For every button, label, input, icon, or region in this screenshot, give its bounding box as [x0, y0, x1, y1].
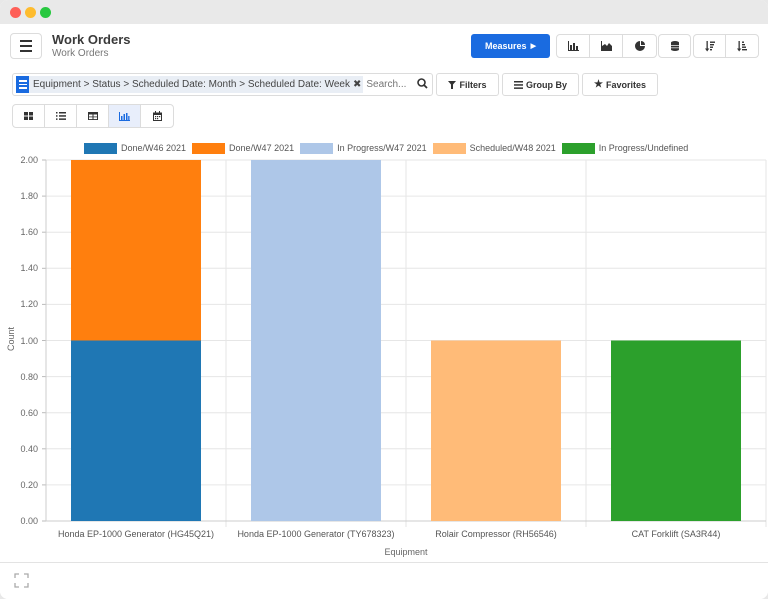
sort-ascending-icon [737, 40, 747, 51]
y-tick-label: 1.00 [20, 335, 38, 346]
filters-button[interactable]: Filters [436, 73, 499, 96]
sort-ascending-button[interactable] [726, 35, 758, 57]
breadcrumb[interactable]: Work Orders [52, 48, 109, 59]
hamburger-icon [20, 39, 32, 54]
star-icon: ★ [594, 79, 603, 90]
sort-descending-icon [704, 40, 715, 51]
y-tick-label: 0.00 [20, 516, 38, 526]
stacked-toggle-button[interactable] [659, 35, 690, 57]
footer-bar [0, 562, 768, 599]
y-tick-label: 1.60 [20, 227, 38, 238]
measures-label: Measures [485, 41, 527, 51]
legend-item[interactable]: In Progress/Undefined [561, 142, 689, 154]
database-stack-icon [670, 41, 679, 51]
fullscreen-icon[interactable] [14, 573, 29, 588]
x-tick-label: Honda EP-1000 Generator (HG45Q21) [57, 529, 215, 539]
pie-chart-icon [634, 41, 645, 51]
bar-chart-icon [567, 41, 579, 51]
chart-legend: Done/W46 2021 Done/W47 2021 In Progress/W4… [84, 142, 694, 154]
kanban-icon [24, 112, 33, 120]
chart-type-group [556, 34, 657, 58]
groupby-facet: Equipment > Status > Scheduled Date: Mon… [16, 76, 364, 93]
y-tick-label: 1.40 [20, 263, 38, 274]
pivot-view-button[interactable] [77, 105, 109, 127]
y-tick-label: 1.20 [20, 299, 38, 310]
pivot-table-icon [87, 112, 98, 120]
legend-item[interactable]: Scheduled/W48 2021 [432, 142, 556, 154]
groupby-icon [513, 80, 523, 89]
area-chart-icon [600, 41, 612, 51]
y-tick-label: 0.60 [20, 407, 38, 418]
legend-label: Done/W46 2021 [121, 143, 187, 153]
groupby-label: Group By [525, 79, 567, 90]
x-axis-label: Equipment [384, 547, 428, 557]
legend-swatch [561, 142, 595, 154]
y-tick-label: 2.00 [20, 155, 38, 165]
y-tick-label: 0.80 [20, 371, 38, 382]
close-window-button[interactable] [10, 7, 21, 18]
legend-label: In Progress/W47 2021 [337, 143, 427, 153]
minimize-window-button[interactable] [25, 7, 36, 18]
groupby-facet-label: Equipment > Status > Scheduled Date: Mon… [33, 79, 350, 90]
bar-segment[interactable] [71, 340, 201, 522]
legend-label: In Progress/Undefined [598, 143, 689, 153]
maximize-window-button[interactable] [40, 7, 51, 18]
sort-descending-button[interactable] [694, 35, 726, 57]
legend-label: Done/W47 2021 [229, 143, 295, 153]
pie-chart-button[interactable] [623, 35, 656, 57]
y-tick-label: 0.40 [20, 443, 38, 454]
x-tick-label: Rolair Compressor (RH56546) [435, 529, 557, 539]
calendar-icon [152, 111, 162, 121]
sort-group [693, 34, 759, 58]
caret-right-icon: ▶ [530, 43, 536, 50]
stack-group [658, 34, 691, 58]
area-chart-button[interactable] [590, 35, 623, 57]
title-bar [0, 0, 768, 24]
legend-swatch [192, 142, 226, 154]
bar-chart-button[interactable] [557, 35, 590, 57]
calendar-view-button[interactable] [141, 105, 173, 127]
filters-label: Filters [459, 79, 487, 90]
page-title: Work Orders [52, 32, 131, 47]
search-input[interactable] [366, 79, 427, 90]
search-bar: Equipment > Status > Scheduled Date: Mon… [12, 73, 433, 96]
search-icon[interactable] [417, 78, 428, 89]
y-axis-label: Count [6, 326, 16, 352]
x-tick-label: Honda EP-1000 Generator (TY678323) [237, 529, 395, 539]
legend-swatch [300, 142, 334, 154]
bar-segment[interactable] [251, 160, 381, 521]
remove-facet-icon[interactable]: ✖ [352, 79, 362, 90]
groupby-facet-icon [16, 76, 29, 93]
filter-icon [448, 80, 457, 89]
legend-item[interactable]: Done/W47 2021 [192, 142, 295, 154]
favorites-label: Favorites [605, 79, 646, 90]
legend-item[interactable]: Done/W46 2021 [84, 142, 187, 154]
legend-swatch [84, 142, 117, 154]
view-switcher [12, 104, 174, 128]
legend-label: Scheduled/W48 2021 [469, 143, 556, 153]
list-icon [55, 112, 66, 120]
menu-toggle-button[interactable] [10, 33, 42, 59]
bar-segment[interactable] [71, 160, 201, 341]
favorites-button[interactable]: ★ Favorites [582, 73, 658, 96]
measures-button[interactable]: Measures ▶ [471, 34, 550, 58]
x-tick-label: CAT Forklift (SA3R44) [631, 529, 721, 539]
groupby-button[interactable]: Group By [502, 73, 579, 96]
list-view-button[interactable] [45, 105, 77, 127]
legend-swatch [432, 142, 466, 154]
legend-item[interactable]: In Progress/W47 2021 [300, 142, 427, 154]
kanban-view-button[interactable] [13, 105, 45, 127]
y-tick-label: 0.20 [20, 479, 38, 490]
graph-view-button[interactable] [109, 105, 141, 127]
graph-icon [119, 111, 130, 121]
y-tick-label: 1.80 [20, 191, 38, 202]
bar-segment[interactable] [431, 340, 561, 522]
bar-segment[interactable] [611, 340, 741, 522]
